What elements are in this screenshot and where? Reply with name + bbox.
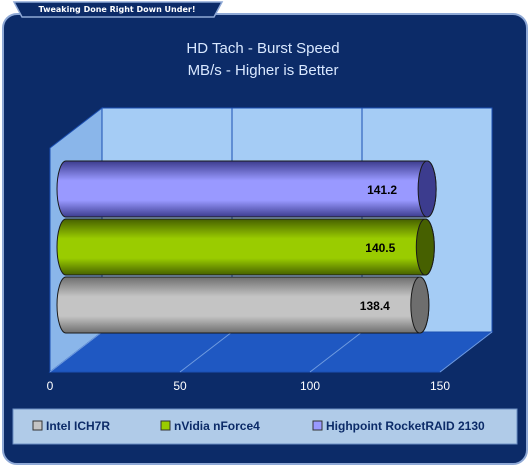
chart-subtitle: MB/s - Higher is Better — [188, 62, 339, 79]
legend-box — [12, 408, 518, 445]
bars: 141.2 140.5 138.4 — [56, 160, 437, 334]
x-tick-label: 150 — [430, 379, 450, 393]
banner-tab — [12, 1, 224, 18]
legend-swatch — [312, 420, 323, 431]
bar-value-label: 140.5 — [365, 241, 395, 255]
bar-end-cap — [417, 160, 437, 218]
legend-label: nVidia nForce4 — [174, 419, 260, 433]
bar: 141.2 — [56, 160, 437, 218]
bar-end-cap — [410, 276, 430, 334]
bar-value-label: 138.4 — [360, 299, 390, 313]
gridline-floor — [309, 331, 363, 373]
x-tick-label: 0 — [47, 379, 54, 393]
bar: 140.5 — [56, 218, 435, 276]
bar-end-cap — [415, 218, 435, 276]
legend-label: Highpoint RocketRAID 2130 — [326, 419, 485, 433]
chart-title: HD Tach - Burst Speed — [186, 40, 339, 57]
legend-label: Intel ICH7R — [46, 419, 110, 433]
plot-floor — [48, 331, 494, 373]
bar-value-label: 141.2 — [367, 183, 397, 197]
legend: Intel ICH7R nVidia nForce4 Highpoint Rocke… — [32, 419, 485, 433]
x-tick-label: 50 — [173, 379, 187, 393]
gridline-floor — [439, 331, 493, 373]
bar: 138.4 — [56, 276, 430, 334]
gridline-floor — [179, 331, 233, 373]
banner-text: Tweaking Done Right Down Under! — [38, 5, 196, 14]
x-axis-ticks: 0 50 100 150 — [47, 379, 451, 393]
x-tick-label: 100 — [300, 379, 320, 393]
legend-swatch — [160, 420, 171, 431]
gridline-floor — [49, 331, 103, 373]
legend-swatch — [32, 420, 43, 431]
